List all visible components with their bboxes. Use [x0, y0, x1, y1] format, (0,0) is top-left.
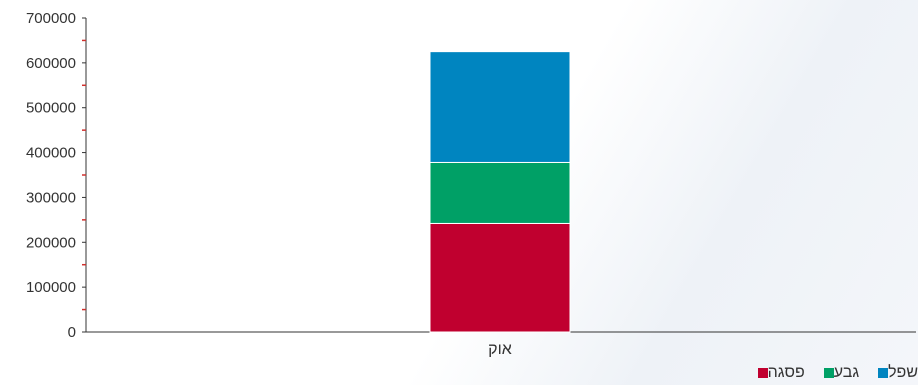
legend-label: פסגה: [767, 364, 805, 381]
bar-segment: [429, 222, 571, 333]
legend-swatch: [878, 368, 889, 378]
legend-swatch: [823, 368, 834, 378]
x-tick-label: אוק: [488, 341, 512, 358]
y-tick-label: 300000: [26, 189, 76, 206]
y-tick-label: 0: [68, 324, 76, 341]
y-tick-label: 600000: [26, 55, 76, 72]
legend-item[interactable]: גבע: [819, 362, 859, 384]
legend-item[interactable]: שפל: [873, 362, 918, 384]
y-tick-label: 400000: [26, 145, 76, 162]
bar-segment: [429, 161, 571, 224]
chart-bars: [429, 51, 571, 333]
legend-label: שפל: [888, 364, 918, 381]
chart-legend: פסגה גבע שפל: [0, 362, 918, 384]
y-tick-label: 700000: [26, 10, 76, 27]
chart-labels: 0 100000 200000 300000 400000 500000 600000 700…: [26, 10, 512, 358]
legend-label: גבע: [833, 364, 860, 381]
y-tick-label: 100000: [26, 279, 76, 296]
y-tick-label: 500000: [26, 100, 76, 117]
legend-item[interactable]: פסגה: [753, 362, 805, 384]
bar-segment: [429, 51, 571, 163]
y-tick-label: 200000: [26, 234, 76, 251]
legend-swatch: [757, 368, 768, 378]
